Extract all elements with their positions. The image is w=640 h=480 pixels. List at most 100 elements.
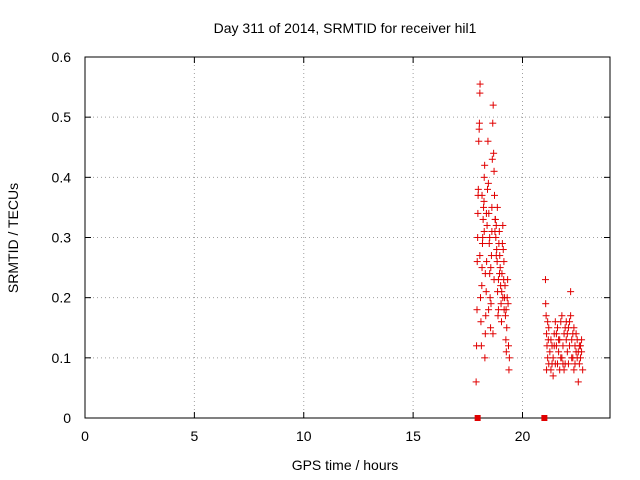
data-point [497,300,505,308]
data-point [499,246,507,254]
data-point [549,372,557,380]
data-point [476,80,484,88]
data-point [486,234,494,241]
data-point [480,227,488,235]
data-point [488,155,496,163]
data-point [478,264,486,272]
data-point [554,324,561,332]
chart-title: Day 311 of 2014, SRMTID for receiver hil… [214,20,477,36]
data-point [472,378,480,386]
data-point [559,342,567,350]
data-point [478,240,486,248]
data-point [479,215,487,223]
data-point [547,336,555,344]
data-point [493,258,501,266]
x-tick-label: 10 [296,428,312,444]
data-point [504,300,512,308]
data-point [484,179,492,187]
data-point [501,282,509,290]
data-point [485,306,493,314]
plot-frame [84,56,611,419]
zero-markers [474,415,548,421]
data-point [498,240,506,248]
data-point [571,360,579,368]
data-point [499,221,507,229]
data-point [481,161,489,169]
data-point [543,330,551,338]
data-point [477,294,484,302]
data-point [484,137,492,145]
x-tick-labels: 0 5 10 15 20 [81,428,530,444]
x-tick-label: 0 [81,428,89,444]
data-point [496,264,504,272]
data-point [491,191,498,199]
data-point [488,203,496,211]
data-point [489,119,497,127]
data-point [502,306,510,314]
y-tick-label: 0.4 [52,169,72,185]
y-tick-label: 0.1 [52,350,72,366]
zero-data-point [541,415,548,421]
data-point [491,215,499,223]
data-point [579,366,587,374]
y-tick-label: 0.5 [52,109,72,125]
data-point [502,336,510,344]
data-point [505,342,512,350]
data-point [494,306,502,314]
data-point [503,324,511,332]
data-point [486,294,494,302]
x-axis-title: GPS time / hours [292,457,399,473]
data-point [478,282,486,290]
data-point [505,354,513,362]
data-point [481,330,489,338]
data-point [489,101,497,109]
data-point [482,288,490,296]
data-point [568,354,576,362]
data-point [492,221,500,229]
data-point [487,324,495,332]
data-point [576,354,584,362]
data-point [479,234,487,241]
data-point [561,324,569,332]
data-point [473,258,481,266]
data-point [489,330,497,338]
x-tick-label: 15 [405,428,421,444]
data-point [501,312,509,320]
grid [85,56,610,418]
data-point [483,258,491,266]
zero-data-point [474,415,481,421]
data-point [500,258,508,266]
y-tick-label: 0.2 [52,290,72,306]
data-point [477,318,485,326]
data-point [550,342,558,350]
data-point [570,366,578,374]
data-point [478,191,486,199]
x-tick-label: 5 [190,428,198,444]
data-point [477,342,485,350]
data-point [567,288,575,296]
data-point [480,173,488,181]
y-tick-labels: 0 0.1 0.2 0.3 0.4 0.5 0.6 [52,49,72,426]
y-tick-label: 0.6 [52,49,72,65]
axis-ticks [84,56,610,419]
data-point [560,366,568,374]
data-point [485,240,493,248]
data-point [483,221,491,229]
data-point [574,378,582,386]
data-point [562,318,570,326]
x-tick-label: 20 [515,428,531,444]
data-point [541,276,549,284]
data-point [475,119,483,127]
data-point [502,348,510,356]
data-point [548,360,556,368]
data-point [552,330,560,338]
data-point [572,348,580,356]
data-point [481,354,489,362]
data-point [492,252,500,260]
data-point [487,264,495,272]
data-point [499,294,507,302]
data-point [498,288,506,296]
data-point [494,312,502,320]
data-point [555,348,563,356]
